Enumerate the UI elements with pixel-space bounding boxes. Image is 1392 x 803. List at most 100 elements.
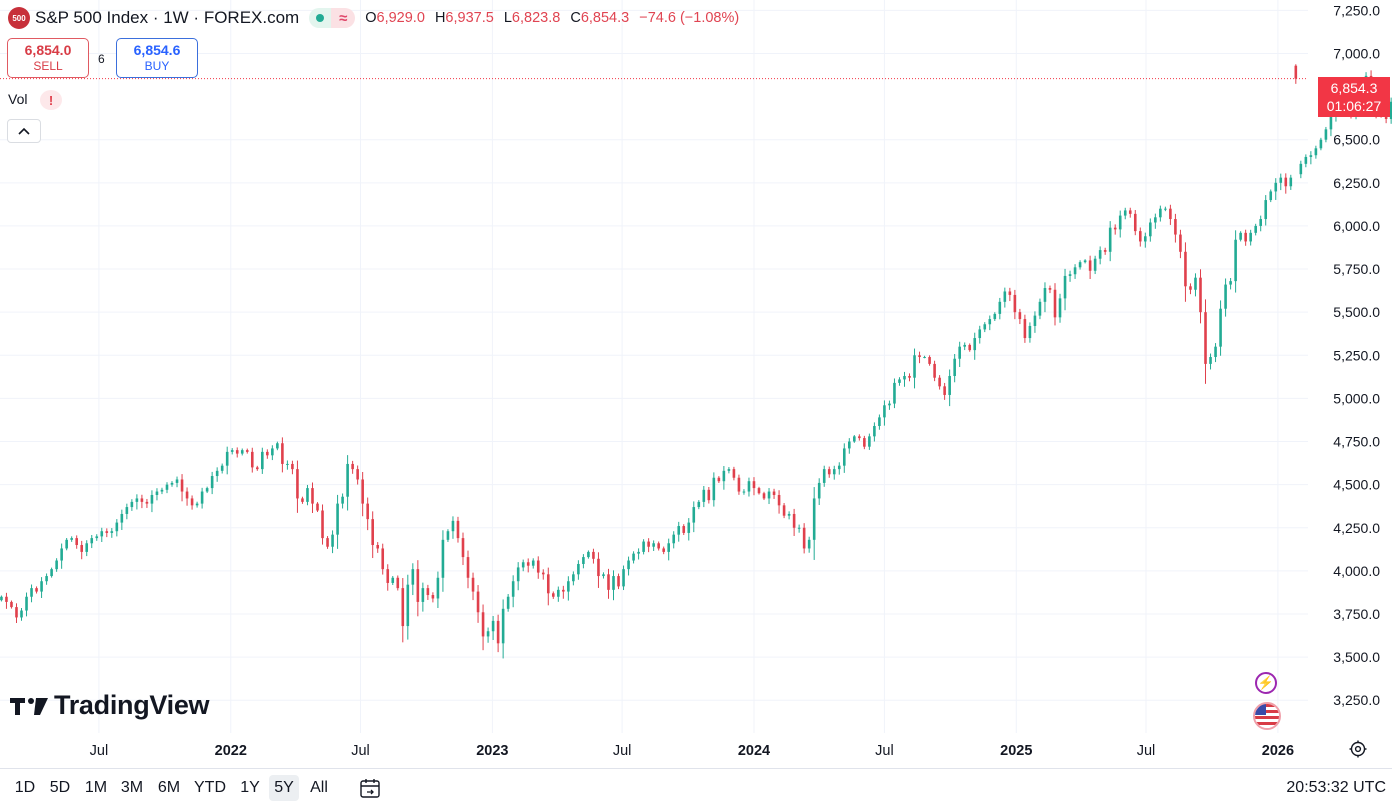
candle: [145, 498, 149, 508]
candle: [336, 494, 339, 549]
candle: [376, 542, 380, 553]
candle: [456, 516, 460, 543]
candle: [85, 540, 89, 557]
utc-clock[interactable]: 20:53:32 UTC: [1286, 779, 1386, 796]
buy-button[interactable]: 6,854.6 BUY: [116, 38, 198, 78]
candle: [1199, 269, 1202, 324]
ohlc-open-value: 6,929.0: [376, 10, 425, 26]
candle: [807, 536, 811, 553]
candle: [928, 355, 931, 366]
calendar-goto-icon[interactable]: [358, 777, 384, 801]
candle: [567, 576, 570, 601]
tradingview-watermark[interactable]: TradingView: [10, 690, 210, 721]
volume-label[interactable]: Vol: [8, 91, 28, 107]
price-tick-label: 7,000.0: [1333, 45, 1380, 61]
candle: [832, 465, 836, 480]
candle: [60, 543, 63, 569]
candle: [245, 448, 249, 454]
time-tick-label: 2023: [476, 743, 508, 759]
candle: [1093, 255, 1097, 275]
candle: [1048, 285, 1052, 294]
price-tick-label: 3,750.0: [1333, 606, 1380, 622]
collapse-legend-button[interactable]: [7, 119, 41, 143]
candle: [140, 494, 144, 509]
candle: [150, 490, 154, 513]
candle: [652, 540, 655, 551]
candle: [531, 558, 535, 569]
candle: [75, 535, 78, 549]
candle: [215, 467, 219, 482]
sell-button[interactable]: 6,854.0 SELL: [7, 38, 89, 78]
candle: [1269, 189, 1273, 203]
last-price-tag[interactable]: 6,854.3 01:06:27: [1318, 77, 1390, 117]
candle: [667, 538, 670, 561]
candle: [662, 546, 665, 555]
candle: [321, 504, 324, 545]
candle: [637, 548, 640, 560]
gear-icon[interactable]: [1348, 739, 1368, 759]
lightning-icon[interactable]: ⚡: [1255, 672, 1277, 694]
symbol-title[interactable]: S&P 500 Index · 1W · FOREX.com: [35, 8, 300, 27]
price-tick-label: 4,250.0: [1333, 520, 1380, 536]
range-3m[interactable]: 3M: [120, 779, 144, 796]
candle: [1294, 64, 1298, 84]
candle: [271, 445, 274, 461]
candle: [80, 540, 84, 560]
candle: [30, 584, 33, 603]
range-5d[interactable]: 5D: [49, 779, 71, 796]
candle: [767, 488, 771, 505]
us-flag-icon[interactable]: [1253, 702, 1281, 730]
candle: [1018, 308, 1022, 325]
candle: [1154, 213, 1157, 229]
candle: [993, 312, 997, 321]
candle: [672, 531, 676, 549]
candle: [787, 511, 791, 520]
candle: [727, 467, 731, 474]
candle: [572, 571, 575, 586]
candle: [1103, 247, 1107, 255]
candle: [948, 369, 951, 407]
candle: [632, 551, 635, 564]
candle: [802, 523, 806, 554]
time-tick-label: Jul: [1137, 743, 1156, 759]
market-status[interactable]: ≈: [309, 8, 356, 28]
ohlc-low-value: 6,823.8: [511, 10, 561, 26]
range-1y[interactable]: 1Y: [240, 779, 260, 796]
candle: [913, 348, 916, 389]
candle: [190, 495, 194, 510]
warning-icon[interactable]: !: [40, 90, 62, 110]
sell-label: SELL: [33, 59, 63, 73]
candle: [195, 501, 199, 508]
range-5y[interactable]: 5Y: [269, 775, 299, 801]
candle: [286, 460, 289, 470]
candle: [491, 615, 495, 641]
candle: [557, 586, 560, 602]
candle: [130, 499, 134, 511]
candle: [0, 595, 3, 602]
candle: [963, 342, 966, 351]
candle: [1314, 145, 1318, 159]
candle: [1254, 223, 1257, 236]
candle: [742, 489, 746, 495]
candle: [90, 534, 94, 549]
candle: [35, 586, 38, 594]
candle: [1389, 97, 1392, 124]
range-6m[interactable]: 6M: [157, 779, 181, 796]
range-1m[interactable]: 1M: [84, 779, 108, 796]
buy-price: 6,854.6: [133, 42, 181, 58]
range-1d[interactable]: 1D: [14, 779, 36, 796]
price-tick-label: 6,250.0: [1333, 175, 1380, 191]
candle: [1319, 137, 1323, 151]
candle: [441, 530, 445, 592]
candle: [687, 518, 691, 541]
candle: [125, 503, 129, 520]
candle: [306, 484, 309, 506]
chart-grid: [0, 0, 1308, 733]
candle: [1088, 255, 1092, 280]
range-all[interactable]: All: [310, 779, 328, 796]
candle: [50, 567, 53, 578]
price-tick-label: 5,000.0: [1333, 390, 1380, 406]
candle: [1264, 195, 1268, 226]
range-ytd[interactable]: YTD: [194, 779, 226, 796]
